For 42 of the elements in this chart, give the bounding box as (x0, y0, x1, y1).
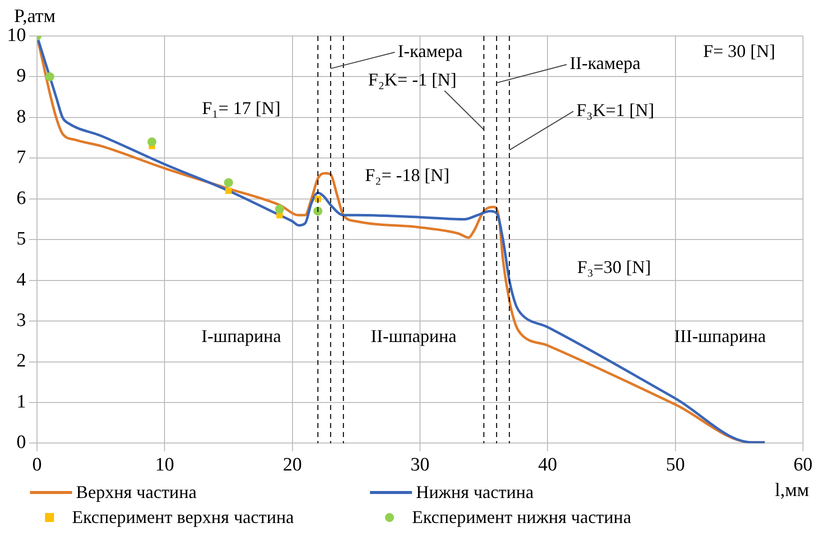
annotation: I-шпарина (201, 326, 282, 346)
y-tick-label: 1 (16, 391, 26, 412)
annotation: F₃K=1 [N] (576, 100, 654, 120)
legend-label: Верхня частина (76, 482, 197, 503)
point (314, 196, 322, 202)
y-tick-label: 8 (16, 106, 26, 128)
legend-label: Нижня частина (416, 482, 534, 503)
y-tick-label: 0 (16, 432, 26, 454)
y-tick-label: 4 (16, 269, 26, 290)
point (147, 137, 156, 146)
annotation: II-камера (570, 53, 641, 74)
y-tick-label: 2 (16, 350, 26, 372)
legend-label: Експеримент нижня частина (412, 507, 632, 528)
x-tick-label: 50 (666, 454, 685, 476)
point (45, 72, 54, 82)
point (313, 206, 322, 216)
annotation: F₂K= -1 [N] (368, 70, 457, 90)
x-tick-label: 30 (410, 454, 430, 476)
point (225, 188, 232, 194)
annotation: F= 30 [N] (703, 41, 776, 62)
legend-label: Експеримент верхня частина (72, 507, 294, 528)
y-tick-label: 3 (16, 310, 26, 332)
y-tick-label: 9 (16, 66, 26, 87)
x-tick-label: 20 (282, 454, 302, 476)
annotation: F₁= 17 [N] (202, 98, 280, 118)
x-axis-title: l,мм (774, 480, 809, 502)
x-tick-label: 0 (32, 454, 42, 476)
annotation: F₃=30 [N] (577, 256, 652, 277)
annotation: F₂= -18 [N] (365, 165, 450, 186)
x-tick-label: 60 (794, 454, 812, 476)
annotation: II-шпарина (370, 326, 456, 346)
point (224, 178, 233, 188)
y-tick-label: 6 (16, 188, 26, 209)
x-tick-label: 10 (155, 454, 174, 476)
annotation: I-камера (398, 41, 463, 62)
y-axis-title: P,атм (14, 6, 56, 27)
y-tick-label: 5 (16, 228, 26, 250)
annotation: III-шпарина (674, 326, 766, 346)
y-tick-label: 10 (7, 24, 26, 46)
y-tick-label: 7 (16, 147, 26, 168)
point (275, 204, 284, 214)
x-tick-label: 40 (538, 454, 558, 476)
